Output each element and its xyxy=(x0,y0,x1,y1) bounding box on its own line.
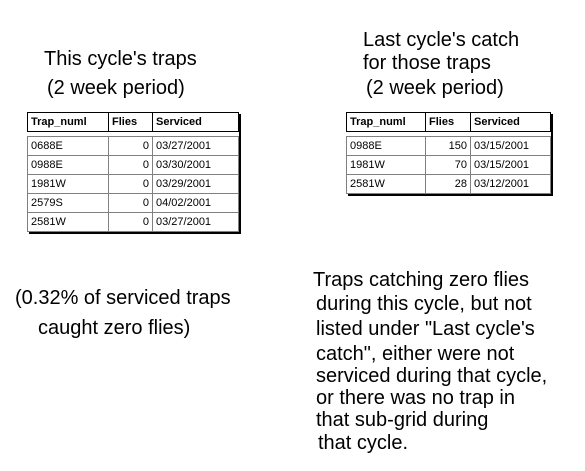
table-cell: 04/02/2001 xyxy=(152,193,239,213)
table-cell: 28 xyxy=(425,174,471,194)
data-table: Trap_numl Flies Serviced 0988E 150 03/15/2001… xyxy=(346,112,551,194)
header-row: Trap_numl Flies Serviced xyxy=(346,112,551,132)
column-header: Trap_numl xyxy=(346,112,426,132)
right-title: (2 week period) xyxy=(366,77,504,99)
table-cell: 2579S xyxy=(27,193,109,213)
right-note: during this cycle, but not xyxy=(316,293,532,315)
table-cell: 0688E xyxy=(27,136,109,156)
right-title: Last cycle's catch xyxy=(363,29,520,51)
column-header: Serviced xyxy=(152,112,239,132)
table-row: 1981W 0 03/29/2001 xyxy=(27,174,239,194)
table-cell: 2581W xyxy=(27,212,109,232)
table-cell: 0 xyxy=(108,136,153,156)
table-row: 2581W 0 03/27/2001 xyxy=(27,212,239,232)
table-cell: 03/15/2001 xyxy=(470,136,551,156)
table-cell: 150 xyxy=(425,136,471,156)
table-cell: 70 xyxy=(425,155,471,175)
table-cell: 2581W xyxy=(346,174,426,194)
right-note: that cycle. xyxy=(318,432,409,454)
table-cell: 03/27/2001 xyxy=(152,212,239,232)
table-cell: 0 xyxy=(108,174,153,194)
left-title: (2 week period) xyxy=(47,77,185,99)
column-header: Trap_numl xyxy=(27,112,109,132)
table-cell: 03/27/2001 xyxy=(152,136,239,156)
right-note: or there was no trap in xyxy=(316,387,515,409)
table-row: 0988E 150 03/15/2001 xyxy=(346,136,551,156)
table-cell: 1981W xyxy=(346,155,426,175)
right-title: for those traps xyxy=(363,52,491,74)
table-row: 0688E 0 03/27/2001 xyxy=(27,136,239,156)
table-cell: 03/15/2001 xyxy=(470,155,551,175)
right-note: listed under "Last cycle's xyxy=(316,318,535,340)
table-cell: 0 xyxy=(108,193,153,213)
table-row: 2579S 0 04/02/2001 xyxy=(27,193,239,213)
table-cell: 0988E xyxy=(346,136,426,156)
table-cell: 03/30/2001 xyxy=(152,155,239,175)
right-note: Traps catching zero flies xyxy=(313,269,530,291)
table-cell: 03/29/2001 xyxy=(152,174,239,194)
left-note: caught zero flies) xyxy=(38,317,191,339)
table-cell: 0 xyxy=(108,155,153,175)
right-note: that sub-grid during xyxy=(316,409,489,431)
right-note: catch", either were not xyxy=(316,343,515,365)
table-cell: 1981W xyxy=(27,174,109,194)
column-header: Flies xyxy=(425,112,471,132)
column-header: Flies xyxy=(108,112,153,132)
data-table: Trap_numl Flies Serviced 0688E 0 03/27/2001 09… xyxy=(27,112,239,232)
left-title: This cycle's traps xyxy=(44,48,197,70)
table-cell: 03/12/2001 xyxy=(470,174,551,194)
column-header: Serviced xyxy=(470,112,551,132)
table-cell: 0988E xyxy=(27,155,109,175)
header-row: Trap_numl Flies Serviced xyxy=(27,112,239,132)
left-note: (0.32% of serviced traps xyxy=(15,287,231,309)
table-row: 2581W 28 03/12/2001 xyxy=(346,174,551,194)
table-row: 1981W 70 03/15/2001 xyxy=(346,155,551,175)
table-row: 0988E 0 03/30/2001 xyxy=(27,155,239,175)
right-note: serviced during that cycle, xyxy=(316,365,548,387)
table-cell: 0 xyxy=(108,212,153,232)
